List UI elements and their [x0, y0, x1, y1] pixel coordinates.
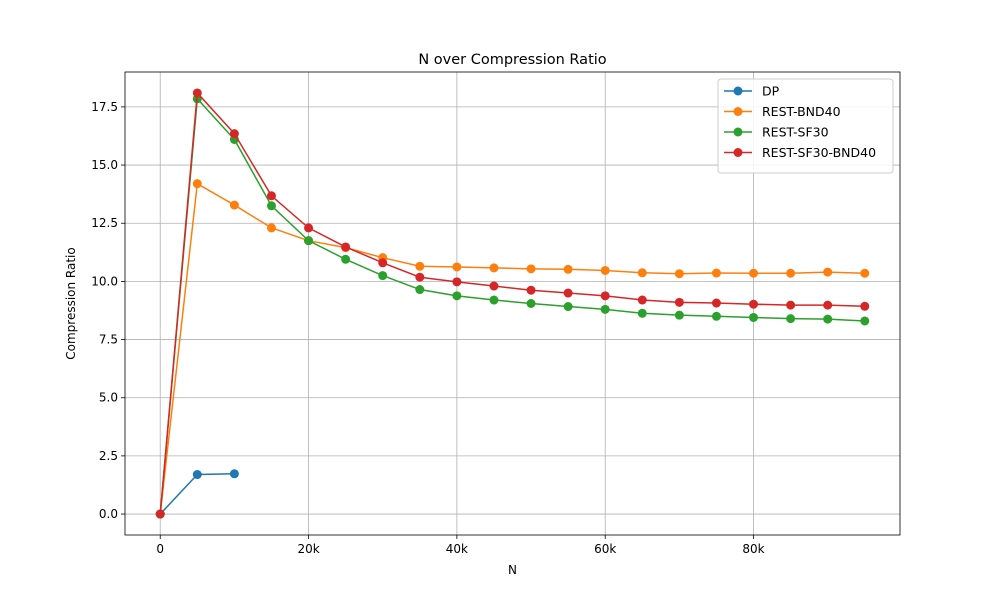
- y-tick-label: 5.0: [99, 391, 118, 405]
- y-tick-label: 0.0: [99, 507, 118, 521]
- legend-box: [717, 78, 894, 174]
- data-point-rest-sf30-bnd40: [489, 281, 499, 291]
- chart-title: N over Compression Ratio: [418, 52, 606, 68]
- data-point-rest-bnd40: [637, 268, 647, 278]
- data-point-rest-sf30-bnd40: [378, 258, 388, 268]
- y-tick-label: 15.0: [91, 158, 118, 172]
- x-tick-label: 60k: [594, 542, 616, 556]
- y-tick-label: 10.0: [91, 274, 118, 288]
- data-point-rest-sf30: [637, 308, 647, 318]
- data-point-rest-sf30-bnd40: [526, 285, 536, 295]
- data-point-rest-bnd40: [786, 268, 796, 278]
- data-point-rest-sf30-bnd40: [711, 298, 721, 308]
- data-point-dp: [192, 470, 202, 480]
- legend-label: DP: [762, 84, 780, 99]
- data-point-rest-sf30-bnd40: [452, 277, 462, 287]
- legend-label: REST-BND40: [762, 104, 841, 119]
- x-axis: 0 20k 40k 60k 80k: [156, 535, 765, 556]
- data-point-rest-bnd40: [823, 267, 833, 277]
- data-point-dp: [229, 469, 239, 479]
- data-point-rest-bnd40: [266, 223, 276, 233]
- legend-entry-rest-sf30-bnd40: REST-SF30-BND40: [724, 145, 876, 160]
- data-point-rest-sf30-bnd40: [341, 242, 351, 252]
- data-point-rest-sf30: [341, 254, 351, 264]
- data-point-rest-bnd40: [229, 200, 239, 210]
- y-axis-label: Compression Ratio: [64, 247, 78, 360]
- data-point-rest-sf30: [452, 291, 462, 301]
- data-point-rest-sf30-bnd40: [823, 300, 833, 310]
- legend-label: REST-SF30: [762, 125, 829, 140]
- y-tick-label: 7.5: [99, 333, 118, 347]
- data-point-rest-sf30: [563, 302, 573, 312]
- data-point-rest-bnd40: [600, 265, 610, 275]
- data-point-rest-bnd40: [749, 268, 759, 278]
- data-point-rest-bnd40: [563, 264, 573, 274]
- data-point-rest-sf30: [674, 310, 684, 320]
- x-tick-label: 40k: [446, 542, 468, 556]
- data-point-rest-sf30-bnd40: [563, 288, 573, 298]
- y-axis: 0.0 2.5 5.0 7.5 10.0 12.5 15.0 17.5: [91, 100, 125, 521]
- data-point-rest-sf30-bnd40: [229, 129, 239, 139]
- series-line-rest-sf30: [159, 96, 865, 515]
- data-point-rest-sf30-bnd40: [415, 272, 425, 282]
- data-point-rest-sf30: [304, 236, 314, 246]
- data-point-rest-sf30: [378, 271, 388, 281]
- legend-entry-dp: DP: [724, 84, 780, 99]
- data-point-rest-sf30: [823, 314, 833, 324]
- legend-label: REST-SF30-BND40: [762, 145, 876, 160]
- legend-entry-rest-sf30: REST-SF30: [724, 125, 829, 140]
- data-point-rest-sf30-bnd40: [600, 291, 610, 301]
- data-point-rest-sf30: [860, 316, 870, 326]
- data-point-rest-sf30: [600, 304, 610, 314]
- legend-entry-rest-bnd40: REST-BND40: [724, 104, 841, 119]
- x-tick-label: 80k: [742, 542, 764, 556]
- legend-marker: [733, 107, 743, 116]
- x-tick-label: 20k: [297, 542, 319, 556]
- legend-marker: [733, 127, 743, 137]
- series-line-rest-bnd40: [159, 182, 865, 515]
- plot-frame: [124, 71, 901, 536]
- series-rest-sf30-bnd40: [155, 88, 870, 519]
- data-point-rest-sf30: [786, 314, 796, 324]
- data-point-rest-bnd40: [415, 261, 425, 271]
- data-point-rest-sf30: [415, 285, 425, 295]
- series-rest-bnd40: [155, 179, 870, 519]
- data-point-rest-sf30-bnd40: [637, 295, 647, 305]
- legend: DP REST-BND40 REST-SF30 REST-SF30-BND40: [717, 78, 894, 174]
- series-rest-sf30: [155, 94, 870, 519]
- data-point-rest-bnd40: [452, 262, 462, 272]
- legend-marker: [733, 148, 743, 157]
- data-point-rest-bnd40: [860, 268, 870, 278]
- data-point-rest-sf30-bnd40: [266, 191, 276, 201]
- data-point-rest-sf30-bnd40: [674, 297, 684, 307]
- data-point-rest-sf30-bnd40: [155, 509, 165, 519]
- data-point-rest-bnd40: [711, 268, 721, 278]
- legend-marker: [733, 86, 743, 96]
- data-point-rest-sf30: [711, 311, 721, 321]
- data-point-rest-bnd40: [674, 269, 684, 279]
- series-line-rest-sf30-bnd40: [159, 91, 865, 515]
- data-point-rest-sf30: [526, 299, 536, 308]
- series-layer: [155, 88, 870, 519]
- data-point-rest-sf30-bnd40: [304, 223, 314, 233]
- data-point-rest-sf30-bnd40: [749, 299, 759, 309]
- data-point-rest-sf30-bnd40: [860, 301, 870, 311]
- x-tick-label: 0: [156, 542, 164, 556]
- y-tick-label: 2.5: [99, 449, 118, 463]
- data-point-rest-bnd40: [526, 264, 536, 274]
- data-point-rest-sf30-bnd40: [192, 88, 202, 98]
- y-tick-label: 17.5: [91, 100, 118, 114]
- data-point-rest-sf30: [266, 201, 276, 211]
- x-axis-label: N: [508, 563, 517, 577]
- data-point-rest-sf30: [489, 295, 499, 305]
- data-point-rest-sf30-bnd40: [786, 300, 796, 310]
- y-tick-label: 12.5: [91, 216, 118, 230]
- data-point-rest-sf30: [749, 312, 759, 322]
- data-point-rest-bnd40: [192, 179, 202, 189]
- data-point-rest-bnd40: [489, 263, 499, 273]
